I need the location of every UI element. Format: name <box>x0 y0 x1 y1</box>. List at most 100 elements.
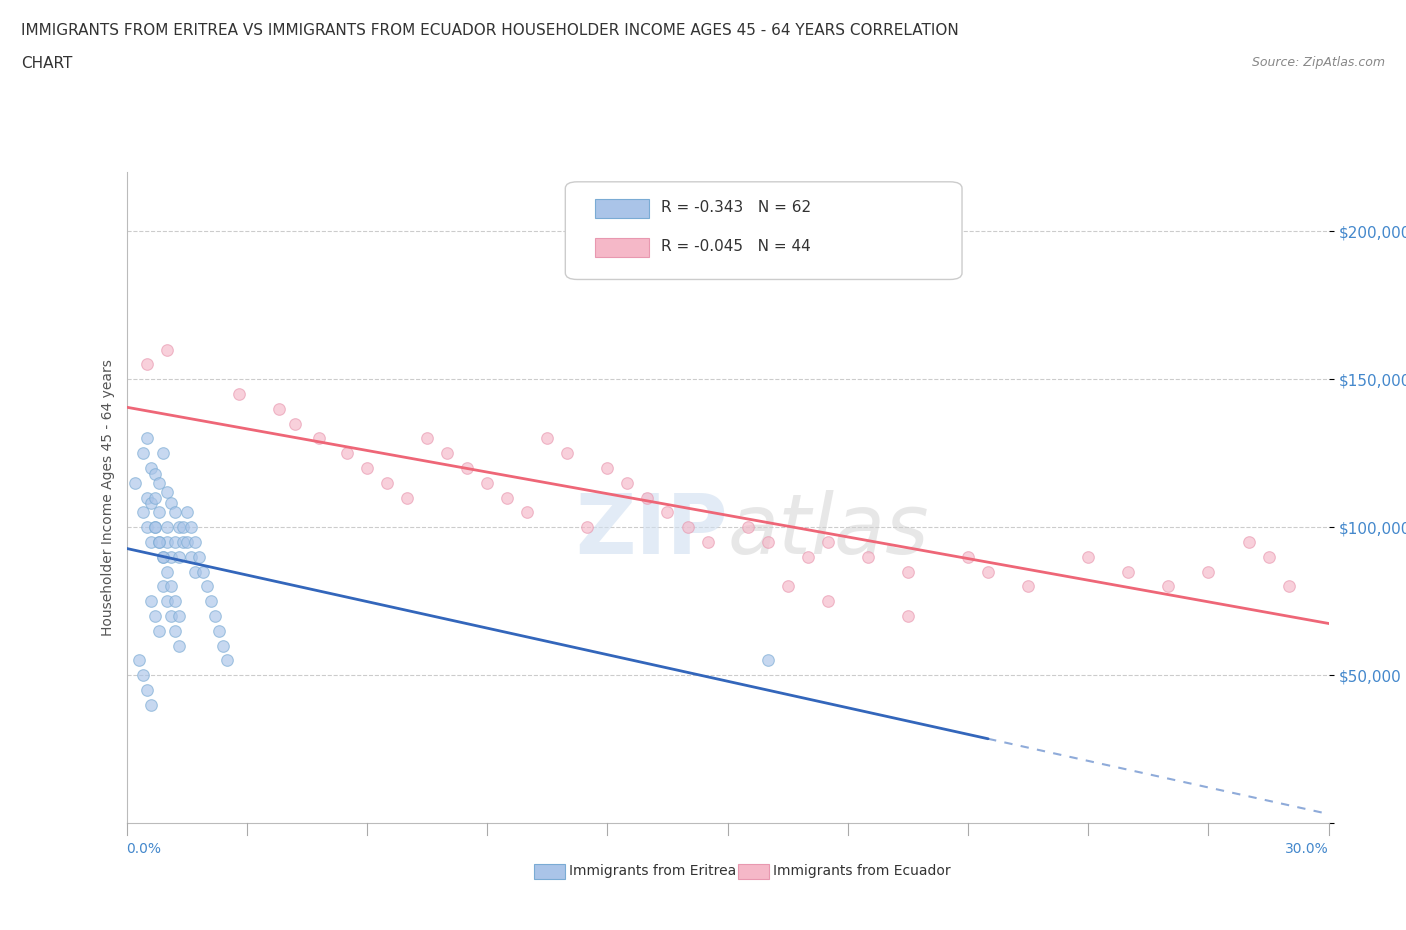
Point <box>135 520 157 535</box>
Text: CHART: CHART <box>21 56 73 71</box>
Point <box>1017 578 1039 593</box>
Point <box>977 565 1000 579</box>
Point <box>148 623 170 638</box>
Point <box>284 416 307 431</box>
Text: R = -0.045   N = 44: R = -0.045 N = 44 <box>661 239 811 255</box>
Point <box>176 535 198 550</box>
Bar <box>534 864 565 879</box>
Point <box>163 535 186 550</box>
Point <box>737 520 759 535</box>
Point <box>796 550 818 565</box>
Point <box>1198 565 1220 579</box>
Point <box>135 431 157 445</box>
Point <box>159 578 181 593</box>
Point <box>1257 550 1279 565</box>
Point <box>436 445 458 460</box>
Point <box>131 445 153 460</box>
Point <box>148 535 170 550</box>
Point <box>183 565 205 579</box>
Point <box>1237 535 1260 550</box>
Point <box>897 608 920 623</box>
Point <box>375 475 398 490</box>
Point <box>143 467 166 482</box>
Point <box>148 505 170 520</box>
Point <box>139 698 162 712</box>
Point <box>308 431 330 445</box>
Point <box>131 668 153 683</box>
Point <box>336 445 359 460</box>
Point <box>159 608 181 623</box>
Point <box>148 535 170 550</box>
Point <box>756 653 779 668</box>
FancyBboxPatch shape <box>565 182 962 280</box>
Point <box>143 520 166 535</box>
Point <box>1157 578 1180 593</box>
Point <box>155 565 177 579</box>
Point <box>131 505 153 520</box>
Point <box>167 550 190 565</box>
Point <box>200 593 222 608</box>
Point <box>139 460 162 475</box>
Point <box>228 387 250 402</box>
Point <box>135 490 157 505</box>
Text: IMMIGRANTS FROM ERITREA VS IMMIGRANTS FROM ECUADOR HOUSEHOLDER INCOME AGES 45 - : IMMIGRANTS FROM ERITREA VS IMMIGRANTS FR… <box>21 23 959 38</box>
Point <box>856 550 879 565</box>
Point <box>152 550 174 565</box>
Point <box>636 490 658 505</box>
Point <box>152 578 174 593</box>
Point <box>1277 578 1299 593</box>
Point <box>215 653 238 668</box>
Point <box>536 431 558 445</box>
Point <box>817 593 839 608</box>
Point <box>211 638 233 653</box>
Point <box>167 608 190 623</box>
Point <box>657 505 679 520</box>
Point <box>139 535 162 550</box>
Point <box>183 535 205 550</box>
Bar <box>595 199 650 218</box>
Point <box>163 623 186 638</box>
Point <box>135 357 157 372</box>
Point <box>756 535 779 550</box>
Point <box>676 520 699 535</box>
Point <box>956 550 979 565</box>
Point <box>191 565 214 579</box>
Text: Source: ZipAtlas.com: Source: ZipAtlas.com <box>1251 56 1385 69</box>
Point <box>356 460 378 475</box>
Text: 30.0%: 30.0% <box>1285 842 1329 856</box>
Point <box>576 520 599 535</box>
Point <box>155 520 177 535</box>
Text: atlas: atlas <box>728 489 929 571</box>
Point <box>163 505 186 520</box>
Point <box>159 496 181 511</box>
Point <box>155 593 177 608</box>
Point <box>143 520 166 535</box>
Point <box>152 445 174 460</box>
Point <box>155 535 177 550</box>
Text: ZIP: ZIP <box>575 489 728 571</box>
Point <box>616 475 638 490</box>
Point <box>152 550 174 565</box>
Point <box>204 608 226 623</box>
Text: R = -0.343   N = 62: R = -0.343 N = 62 <box>661 200 811 216</box>
Point <box>208 623 231 638</box>
Point <box>1118 565 1140 579</box>
Bar <box>738 864 769 879</box>
Point <box>124 475 146 490</box>
Point <box>596 460 619 475</box>
Point <box>496 490 519 505</box>
Point <box>557 445 579 460</box>
Point <box>172 535 194 550</box>
Point <box>180 550 202 565</box>
Point <box>180 520 202 535</box>
Point <box>155 485 177 499</box>
Point <box>139 593 162 608</box>
Point <box>167 638 190 653</box>
Point <box>416 431 439 445</box>
Point <box>1077 550 1099 565</box>
Point <box>155 342 177 357</box>
Point <box>267 402 290 417</box>
Y-axis label: Householder Income Ages 45 - 64 years: Householder Income Ages 45 - 64 years <box>101 359 115 636</box>
Point <box>696 535 718 550</box>
Point <box>897 565 920 579</box>
